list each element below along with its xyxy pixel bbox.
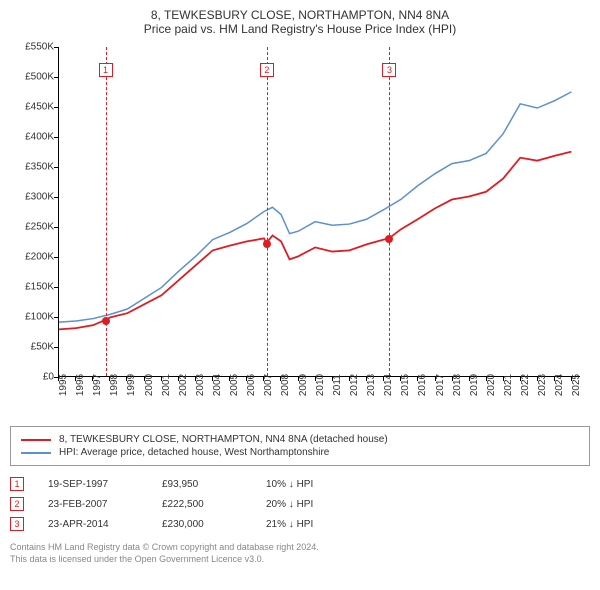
legend-box: 8, TEWKESBURY CLOSE, NORTHAMPTON, NN4 8N… (10, 426, 590, 466)
y-tick-label: £450K (10, 102, 54, 113)
chart-lines (59, 47, 580, 376)
event-date: 19-SEP-1997 (48, 479, 138, 490)
event-price: £93,950 (162, 479, 242, 490)
y-tick-label: £400K (10, 132, 54, 143)
event-marker-box: 1 (99, 63, 113, 77)
event-marker-box: 3 (382, 63, 396, 77)
series-price_paid (59, 152, 571, 330)
y-tick-label: £350K (10, 162, 54, 173)
title-line-1: 8, TEWKESBURY CLOSE, NORTHAMPTON, NN4 8N… (10, 8, 590, 22)
y-tick-label: £50K (10, 342, 54, 353)
event-diff: 20% ↓ HPI (266, 499, 356, 510)
event-vline (106, 47, 107, 376)
y-tick-label: £0 (10, 372, 54, 383)
events-table: 1 19-SEP-1997 £93,950 10% ↓ HPI 2 23-FEB-2007… (10, 474, 590, 534)
event-row-marker: 2 (10, 497, 24, 511)
title-line-2: Price paid vs. HM Land Registry's House … (10, 22, 590, 36)
chart-container: 8, TEWKESBURY CLOSE, NORTHAMPTON, NN4 8N… (0, 0, 600, 573)
y-tick-label: £250K (10, 222, 54, 233)
event-row: 2 23-FEB-2007 £222,500 20% ↓ HPI (10, 494, 590, 514)
legend-label: 8, TEWKESBURY CLOSE, NORTHAMPTON, NN4 8N… (59, 434, 388, 445)
footer-line-1: Contains HM Land Registry data © Crown c… (10, 542, 590, 554)
event-diff: 21% ↓ HPI (266, 519, 356, 530)
series-hpi (59, 92, 571, 322)
event-vline (389, 47, 390, 376)
y-tick-label: £200K (10, 252, 54, 263)
event-price: £230,000 (162, 519, 242, 530)
event-marker-box: 2 (260, 63, 274, 77)
event-price: £222,500 (162, 499, 242, 510)
event-date: 23-APR-2014 (48, 519, 138, 530)
legend-item: 8, TEWKESBURY CLOSE, NORTHAMPTON, NN4 8N… (21, 433, 579, 446)
plot-area: 1 2 3 (58, 47, 580, 377)
event-dot (263, 240, 271, 248)
x-tick-label: 2025 (571, 374, 600, 396)
chart-area: 1 2 3 £0 £50K £100K £150K £200K £250K £300K £350K… (10, 42, 590, 422)
chart-title: 8, TEWKESBURY CLOSE, NORTHAMPTON, NN4 8N… (10, 8, 590, 36)
event-row: 1 19-SEP-1997 £93,950 10% ↓ HPI (10, 474, 590, 494)
event-vline (267, 47, 268, 376)
y-tick-label: £100K (10, 312, 54, 323)
legend-item: HPI: Average price, detached house, West… (21, 446, 579, 459)
y-tick-label: £300K (10, 192, 54, 203)
event-dot (385, 235, 393, 243)
event-row-marker: 1 (10, 477, 24, 491)
legend-swatch (21, 452, 51, 454)
y-tick-label: £150K (10, 282, 54, 293)
event-diff: 10% ↓ HPI (266, 479, 356, 490)
event-dot (102, 317, 110, 325)
legend-swatch (21, 439, 51, 441)
footer-line-2: This data is licensed under the Open Gov… (10, 554, 590, 566)
event-row: 3 23-APR-2014 £230,000 21% ↓ HPI (10, 514, 590, 534)
event-row-marker: 3 (10, 517, 24, 531)
event-date: 23-FEB-2007 (48, 499, 138, 510)
y-tick-label: £550K (10, 42, 54, 53)
legend-label: HPI: Average price, detached house, West… (59, 447, 329, 458)
footer-note: Contains HM Land Registry data © Crown c… (10, 542, 590, 565)
y-tick-label: £500K (10, 72, 54, 83)
